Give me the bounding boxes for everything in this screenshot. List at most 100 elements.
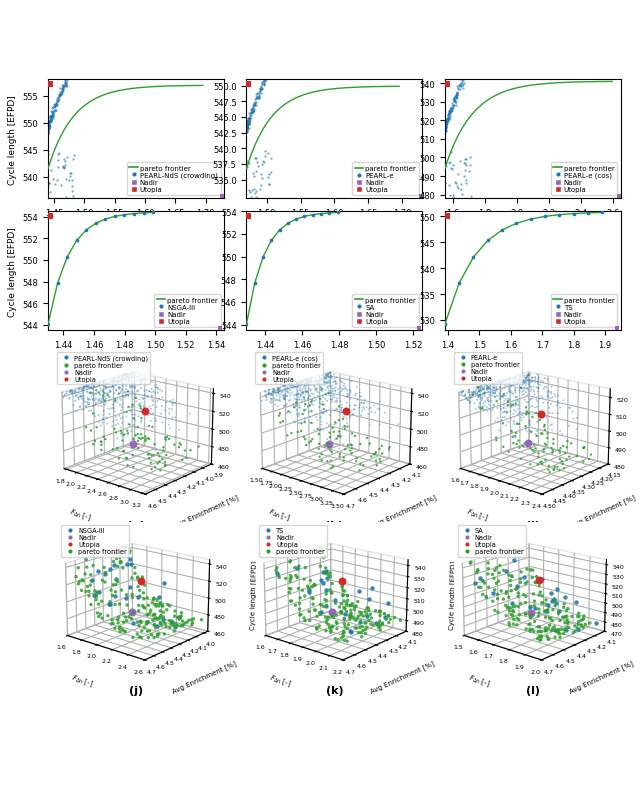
Point: [246, 106, 257, 119]
Point: [58, 80, 68, 93]
Point: [46, 111, 56, 124]
Point: [440, 120, 451, 132]
Point: [342, 71, 353, 84]
Point: [43, 126, 53, 139]
Point: [250, 92, 260, 104]
Point: [481, 73, 491, 86]
Point: [68, 71, 79, 84]
Point: [247, 106, 257, 119]
Point: [255, 168, 266, 181]
Point: [442, 118, 452, 131]
Point: [45, 121, 56, 134]
X-axis label: $F_{\Delta h}$ [-]: $F_{\Delta h}$ [-]: [122, 223, 150, 236]
Point: [46, 113, 56, 126]
Point: [273, 71, 284, 84]
Point: [43, 127, 53, 140]
Point: [440, 123, 450, 136]
Point: [243, 118, 253, 131]
Point: [269, 71, 279, 84]
Point: [465, 73, 475, 86]
Point: [250, 99, 260, 112]
Point: [255, 84, 265, 97]
Point: [56, 180, 66, 193]
Point: [44, 122, 54, 135]
Point: [440, 119, 451, 132]
Point: [243, 114, 253, 127]
Point: [458, 73, 468, 86]
Point: [440, 120, 451, 133]
Point: [100, 214, 111, 226]
Point: [512, 73, 522, 86]
Point: [514, 73, 524, 86]
Point: [518, 73, 529, 86]
Point: [250, 97, 260, 110]
Point: [446, 104, 456, 116]
Point: [48, 101, 58, 114]
Point: [484, 73, 495, 86]
Point: [301, 71, 312, 84]
Point: [441, 115, 451, 128]
Point: [121, 71, 131, 84]
Point: [481, 73, 492, 86]
Point: [319, 71, 329, 84]
Point: [106, 71, 116, 84]
X-axis label: $F_{\Delta h}$ [-]: $F_{\Delta h}$ [-]: [519, 223, 547, 236]
Point: [259, 75, 269, 88]
Point: [441, 117, 451, 130]
Point: [442, 116, 452, 129]
Point: [250, 170, 260, 183]
Point: [84, 71, 95, 84]
Point: [333, 71, 344, 84]
Point: [61, 81, 71, 94]
Point: [244, 114, 254, 127]
Point: [43, 124, 53, 137]
Point: [455, 80, 465, 93]
Point: [324, 207, 335, 220]
Point: [68, 71, 78, 84]
Point: [51, 99, 61, 112]
Point: [55, 89, 65, 102]
Point: [88, 71, 99, 84]
Point: [51, 97, 61, 110]
Point: [454, 80, 465, 93]
Point: [441, 161, 451, 173]
Point: [305, 71, 316, 84]
Point: [43, 149, 53, 161]
Point: [44, 192, 54, 205]
Point: [43, 120, 53, 132]
Point: [335, 71, 346, 84]
Point: [526, 73, 536, 86]
Point: [532, 73, 543, 86]
Point: [130, 71, 140, 84]
Point: [54, 83, 65, 96]
Point: [447, 100, 458, 113]
Point: [443, 113, 453, 126]
Point: [102, 71, 113, 84]
Point: [44, 116, 54, 129]
Point: [305, 71, 316, 84]
Point: [480, 73, 490, 86]
Point: [44, 124, 54, 137]
Point: [54, 148, 64, 161]
Point: [528, 73, 538, 86]
Point: [157, 71, 167, 84]
Point: [440, 120, 451, 133]
Point: [252, 157, 262, 169]
Point: [95, 71, 106, 84]
Point: [58, 161, 68, 174]
Legend: SA, Nadir, Utopia, pareto frontier: SA, Nadir, Utopia, pareto frontier: [458, 525, 526, 557]
Point: [248, 102, 259, 115]
Point: [242, 122, 252, 135]
Point: [444, 110, 454, 123]
Point: [440, 121, 451, 134]
Point: [520, 73, 530, 86]
Point: [75, 71, 85, 84]
Point: [344, 71, 355, 84]
Point: [304, 71, 314, 84]
Point: [47, 106, 58, 119]
Point: [256, 88, 266, 100]
Point: [87, 71, 97, 84]
Point: [259, 79, 269, 92]
Point: [76, 71, 86, 84]
Point: [264, 71, 274, 84]
